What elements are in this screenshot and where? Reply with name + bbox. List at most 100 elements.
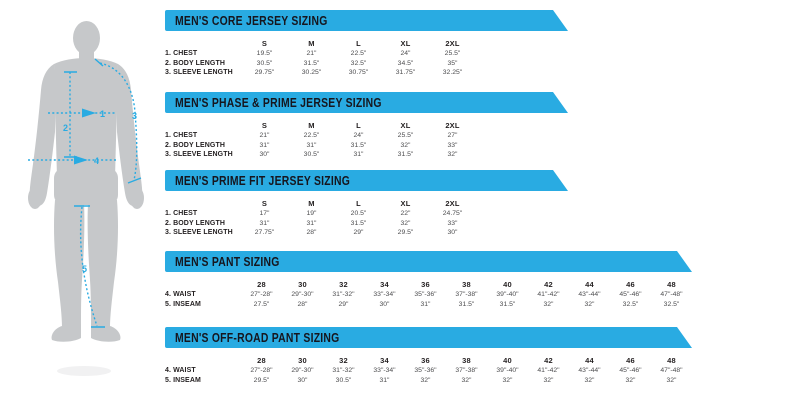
marker-4-label: 4	[94, 156, 99, 166]
size-value: 24.75"	[442, 210, 463, 217]
size-value: 27"-28"	[250, 291, 273, 298]
size-value: 30.5"	[256, 59, 273, 67]
size-value: 41"-42"	[537, 367, 560, 374]
size-column-header: M	[308, 39, 315, 48]
size-value: 27"	[447, 132, 458, 139]
size-value: 32.5"	[622, 300, 639, 308]
measurement-row-label: 1. CHEST	[165, 210, 198, 217]
size-table: 28 30 32 34 36 38 40 42 44 46	[165, 355, 692, 385]
size-value: 27"-28"	[250, 367, 273, 374]
size-column-header: 28	[257, 356, 266, 365]
section-banner: MEN'S CORE JERSEY SIZING	[165, 10, 568, 31]
size-value: 27.5"	[253, 300, 270, 308]
size-value: 31"	[259, 219, 270, 227]
size-value: 41"-42"	[537, 291, 560, 298]
section-title: MEN'S CORE JERSEY SIZING	[175, 13, 328, 28]
measurement-row-label: 1. CHEST	[165, 132, 198, 139]
size-value: 30.25"	[301, 69, 322, 76]
size-value: 45"-46"	[619, 291, 642, 298]
size-column-header: 34	[380, 356, 389, 365]
size-value: 32"	[461, 376, 472, 384]
section-title: MEN'S PHASE & PRIME JERSEY SIZING	[175, 95, 382, 110]
section-title: MEN'S PANT SIZING	[175, 254, 280, 269]
size-value: 39"-40"	[496, 367, 519, 374]
chest-arrow-icon	[82, 108, 96, 118]
size-value: 31"	[353, 151, 364, 158]
size-column-header: 42	[544, 356, 553, 365]
table-corner-spacer	[165, 355, 241, 366]
size-value: 21"	[259, 132, 270, 139]
size-column-header: M	[308, 121, 315, 130]
size-value: 30.75"	[348, 69, 369, 76]
size-value: 29"	[353, 229, 364, 236]
size-value: 21"	[306, 50, 317, 57]
size-value: 33"	[447, 141, 458, 149]
size-value: 34.5"	[397, 59, 414, 67]
size-table: S M L XL 2XL 1. CHEST 19.5" 21"	[165, 38, 553, 78]
size-column-header: 48	[667, 356, 676, 365]
size-column-header: L	[356, 199, 361, 208]
size-value: 29.5"	[397, 229, 414, 236]
size-value: 32"	[625, 376, 636, 384]
marker-3-label: 3	[132, 111, 137, 121]
size-value: 17"	[259, 210, 270, 217]
size-value: 27.75"	[254, 229, 275, 236]
marker-2-label: 2	[63, 123, 68, 133]
size-value: 30"	[259, 151, 270, 158]
size-value: 28"	[297, 300, 308, 308]
size-table: S M L XL 2XL 1. CHEST 21" 22.5"	[165, 120, 553, 160]
table-corner-spacer	[165, 198, 241, 209]
size-column-header: 36	[421, 356, 430, 365]
size-value: 37"-38"	[455, 291, 478, 298]
size-value: 39"-40"	[496, 291, 519, 298]
size-value: 43"-44"	[578, 367, 601, 374]
measurement-arrows	[74, 108, 96, 165]
size-column-header: 44	[585, 356, 594, 365]
size-column-header: 32	[339, 280, 348, 289]
size-column-header: 30	[298, 280, 307, 289]
size-value: 31.5"	[303, 59, 320, 67]
size-value: 32"	[400, 219, 411, 227]
size-value: 31.5"	[458, 300, 475, 308]
size-value: 32"	[543, 300, 554, 308]
size-value: 47"-48"	[660, 367, 683, 374]
sizing-tables: MEN'S CORE JERSEY SIZING S M L XL 2XL 1.…	[165, 0, 800, 400]
size-value: 32.5"	[350, 59, 367, 67]
measurement-labels: 1 2 3 4 5	[63, 109, 137, 274]
table-corner-spacer	[165, 120, 241, 131]
size-table: 28 30 32 34 36 38 40 42 44 46	[165, 279, 692, 309]
section-banner: MEN'S PRIME FIT JERSEY SIZING	[165, 170, 568, 191]
sizing-section: MEN'S OFF-ROAD PANT SIZING 28 30 32 34 3…	[165, 327, 692, 385]
sleeve-end-caps	[94, 58, 142, 184]
size-column-header: 28	[257, 280, 266, 289]
size-column-header: 46	[626, 280, 635, 289]
size-value: 37"-38"	[455, 367, 478, 374]
measurement-row-label: 2. BODY LENGTH	[165, 219, 226, 227]
size-value: 28"	[306, 229, 317, 236]
measurement-row-label: 4. WAIST	[165, 291, 196, 298]
sizing-section: MEN'S CORE JERSEY SIZING S M L XL 2XL 1.…	[165, 10, 568, 78]
size-column-header: 2XL	[445, 199, 460, 208]
size-column-header: 32	[339, 356, 348, 365]
sleeve-measure-line	[99, 62, 138, 181]
size-value: 31.5"	[350, 219, 367, 227]
size-value: 33"-34"	[373, 367, 396, 374]
size-value: 35"-36"	[414, 291, 437, 298]
size-value: 33"-34"	[373, 291, 396, 298]
size-value: 30.5"	[303, 151, 320, 158]
floor-shadow	[57, 366, 111, 376]
sizing-section: MEN'S PRIME FIT JERSEY SIZING S M L XL 2…	[165, 170, 568, 238]
size-value: 29.5"	[253, 376, 270, 384]
size-value: 30.5"	[335, 376, 352, 384]
size-column-header: 38	[462, 356, 471, 365]
size-value: 22.5"	[350, 50, 367, 57]
size-column-header: 44	[585, 280, 594, 289]
size-value: 32"	[502, 376, 513, 384]
size-column-header: L	[356, 121, 361, 130]
size-value: 32"	[584, 376, 595, 384]
size-column-header: M	[308, 199, 315, 208]
size-value: 22.5"	[303, 132, 320, 139]
size-value: 32"	[666, 376, 677, 384]
inseam-measure-line	[79, 206, 98, 327]
size-value: 31"	[420, 300, 431, 308]
